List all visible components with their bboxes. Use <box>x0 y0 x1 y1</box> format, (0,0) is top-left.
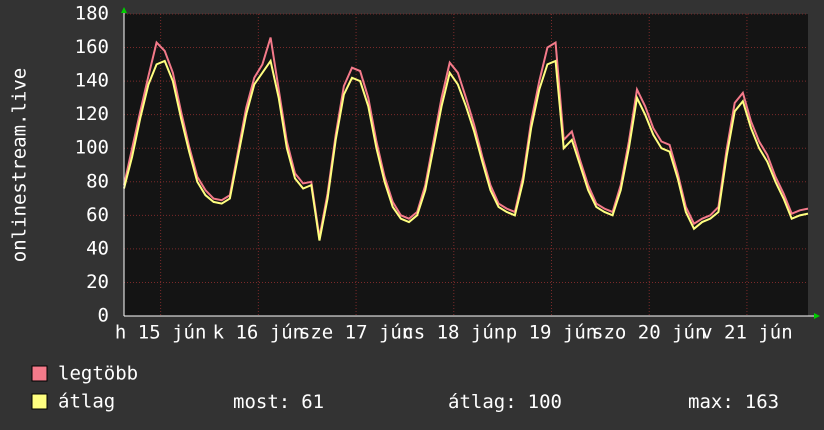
stat-label: átlag: <box>448 391 517 413</box>
y-tick-label: 80 <box>86 170 109 192</box>
stat-value: 163 <box>745 391 779 413</box>
legend-stat: most: 61 <box>233 391 324 413</box>
stat-value: 100 <box>528 391 562 413</box>
x-tick-label: p 19 jún <box>506 322 598 344</box>
y-tick-label: 60 <box>86 204 109 226</box>
legend-stat: átlag: 100 <box>448 391 562 413</box>
x-tick-label: cs 18 jún <box>402 322 505 344</box>
legend-swatch <box>31 365 48 382</box>
lines <box>123 37 809 241</box>
y-tick-label: 160 <box>75 36 109 58</box>
legend-swatch <box>31 393 48 410</box>
legend-stat: max: 163 <box>688 391 779 413</box>
stat-label: max: <box>688 391 734 413</box>
x-tick-label: szo 20 jún <box>592 322 706 344</box>
y-tick-label: 100 <box>75 137 109 159</box>
y-axis-label: onlinestream.live <box>9 68 31 262</box>
series-line <box>123 58 809 241</box>
y-tick-label: 120 <box>75 103 109 125</box>
y-tick-label: 0 <box>98 305 109 327</box>
legend-label: legtöbb <box>58 363 138 385</box>
y-arrow <box>121 7 127 13</box>
stat-value: 61 <box>301 391 324 413</box>
y-tick-label: 180 <box>75 3 109 25</box>
legend-label: átlag <box>58 391 115 413</box>
x-tick-label: k 16 jún <box>213 322 305 344</box>
legend: legtöbb átlag most: 61 átlag: 100 max: 163 <box>31 363 779 413</box>
x-tick-label: v 21 jún <box>701 322 793 344</box>
y-tick-label: 40 <box>86 237 109 259</box>
x-tick-label: h 15 jún <box>115 322 207 344</box>
stat-label: most: <box>233 391 290 413</box>
plot-area <box>124 14 808 316</box>
y-tick-label: 140 <box>75 70 109 92</box>
x-tick-label: sze 17 jún <box>299 322 413 344</box>
x-arrow <box>814 313 820 319</box>
y-tick-label: 20 <box>86 271 109 293</box>
grid <box>124 13 808 317</box>
